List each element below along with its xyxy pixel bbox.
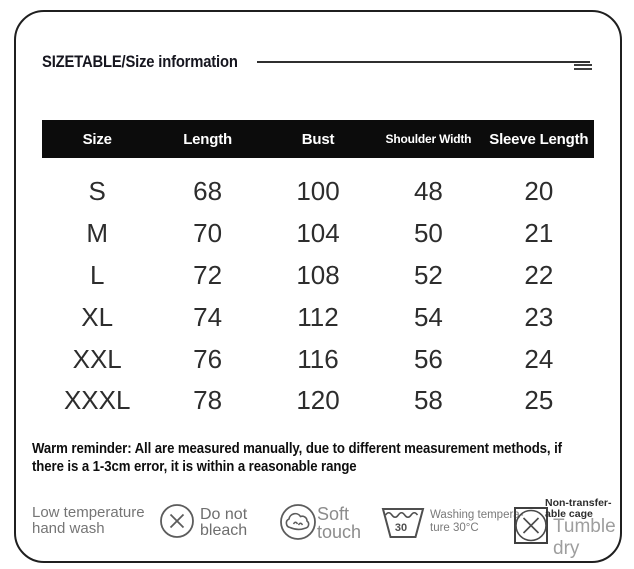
cell-shoulder: 58 xyxy=(413,385,443,416)
cell-sleeve: 24 xyxy=(524,343,554,374)
warm-reminder-line1: Warm reminder: All are measured manually… xyxy=(32,440,562,457)
cell-size: XXXL xyxy=(63,385,131,416)
table-row: XXL 76 116 56 24 xyxy=(42,338,594,380)
care-label-line: Non-transfer- xyxy=(545,497,612,509)
column-header-shoulder-width: Shoulder Width xyxy=(385,132,472,146)
cell-shoulder: 48 xyxy=(413,176,443,207)
care-label-line: Soft xyxy=(317,504,350,524)
table-row: XXXL 78 120 58 25 xyxy=(42,380,594,422)
cell-sleeve: 20 xyxy=(524,176,554,207)
cell-sleeve: 22 xyxy=(524,259,554,290)
care-item-hand-wash: Low temperature hand wash xyxy=(32,505,145,536)
care-label-line: hand wash xyxy=(32,519,105,537)
care-item-washing-temperature: Washing tempera- ture 30°C xyxy=(430,509,524,534)
care-item-tumble-dry: Tumble dry xyxy=(553,516,616,559)
care-label-line: touch xyxy=(317,522,362,542)
cell-bust: 120 xyxy=(296,385,340,416)
care-label-line: able cage xyxy=(545,508,593,520)
cell-sleeve: 25 xyxy=(524,385,554,416)
cell-length: 70 xyxy=(193,218,223,249)
cell-shoulder: 52 xyxy=(413,259,443,290)
cell-bust: 100 xyxy=(296,176,340,207)
cell-size: XXL xyxy=(72,343,122,374)
cell-shoulder: 56 xyxy=(413,343,443,374)
warm-reminder-line2: there is a 1-3cm error, it is within a r… xyxy=(32,458,357,475)
double-bar-icon xyxy=(574,68,592,70)
washing-temp-value: 30 xyxy=(395,522,407,534)
care-item-non-transferable-cage: Non-transfer- able cage xyxy=(545,498,612,520)
column-header-bust: Bust xyxy=(301,130,335,148)
cell-size: L xyxy=(89,259,105,290)
cell-bust: 112 xyxy=(297,301,339,332)
title-rule xyxy=(257,61,590,63)
care-instructions-row: Low temperature hand wash Do not bleach … xyxy=(16,12,620,561)
table-row: L 72 108 52 22 xyxy=(42,255,594,297)
table-row: M 70 104 50 21 xyxy=(42,213,594,255)
cell-length: 74 xyxy=(193,301,223,332)
washing-temperature-icon: 30 xyxy=(381,508,425,538)
column-header-length: Length xyxy=(183,130,232,148)
tumble-dry-icon xyxy=(514,507,548,544)
care-label-line: ture 30°C xyxy=(430,521,479,534)
warm-reminder: Warm reminder: All are measured manually… xyxy=(32,440,618,476)
do-not-bleach-icon xyxy=(160,504,194,538)
care-label-line: bleach xyxy=(200,521,248,539)
double-bar-icon xyxy=(574,64,592,66)
column-header-sleeve-length: Sleeve Length xyxy=(489,130,589,148)
page-title-text: SIZETABLE/Size information xyxy=(42,52,238,71)
size-info-card: SIZETABLE/Size information Size Length B… xyxy=(14,10,622,563)
cell-shoulder: 50 xyxy=(413,218,443,249)
table-row: XL 74 112 54 23 xyxy=(42,296,594,338)
care-label-line: Do not xyxy=(200,506,248,523)
cell-length: 76 xyxy=(193,343,223,374)
care-label-line: Low temperature xyxy=(32,504,145,521)
size-table-header: Size Length Bust Shoulder Width Sleeve L… xyxy=(42,120,594,158)
cell-bust: 116 xyxy=(297,343,339,374)
column-header-size: Size xyxy=(82,130,112,148)
cell-size: S xyxy=(88,176,106,207)
care-label-line: Washing tempera- xyxy=(430,509,524,521)
page-title: SIZETABLE/Size information xyxy=(42,52,267,72)
cell-size: M xyxy=(86,218,109,249)
cell-shoulder: 54 xyxy=(413,301,443,332)
cell-bust: 104 xyxy=(296,218,340,249)
cell-length: 72 xyxy=(193,259,223,290)
cell-sleeve: 23 xyxy=(524,301,554,332)
size-table-body: S 68 100 48 20 M 70 104 50 21 L 72 108 5… xyxy=(42,171,594,422)
care-item-soft-touch: Soft touch xyxy=(317,505,361,541)
cell-length: 78 xyxy=(193,385,223,416)
soft-touch-icon xyxy=(280,504,316,540)
cell-sleeve: 21 xyxy=(524,218,554,249)
cell-size: XL xyxy=(81,301,114,332)
care-item-do-not-bleach: Do not bleach xyxy=(200,507,247,538)
cell-length: 68 xyxy=(193,176,223,207)
cell-bust: 108 xyxy=(296,259,340,290)
table-row: S 68 100 48 20 xyxy=(42,171,594,213)
